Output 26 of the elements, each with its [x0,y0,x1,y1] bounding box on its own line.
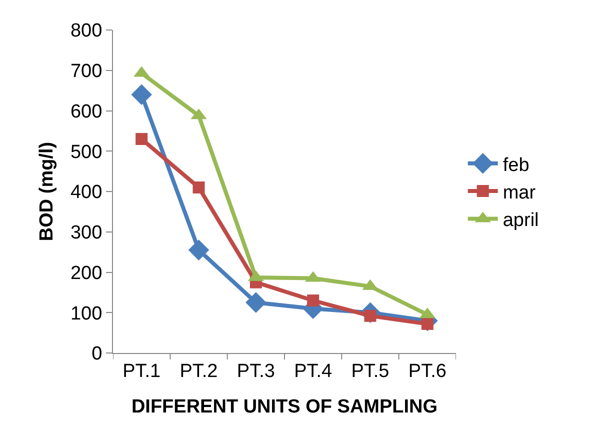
point [246,292,266,313]
y-tick-label: 800 [70,20,102,42]
y-tick-label: 0 [92,344,102,365]
y-tick-label: 700 [70,61,102,82]
x-tick-label: PT.1 [122,360,161,382]
y-tick-label: 300 [70,222,102,244]
y-axis-title: BOD (mg/l) [36,142,58,242]
y-tick-label: 400 [70,182,102,204]
legend-label: feb [502,154,530,176]
legend-label: april [502,210,539,232]
x-tick-label: PT.4 [294,360,333,382]
x-tick-label: PT.6 [408,360,446,382]
point [188,240,210,260]
x-tick-label: PT.5 [351,360,390,382]
point [136,133,148,146]
y-tick-label: 500 [70,142,102,163]
point [131,84,152,105]
y-tick-label: 100 [70,303,102,324]
x-axis-title: DIFFERENT UNITS OF SAMPLING [131,396,438,418]
x-tick-label: PT.2 [180,360,218,382]
y-tick-label: 200 [70,262,102,284]
y-tick-label: 600 [70,101,102,122]
point [307,294,320,307]
x-tick-label: PT.3 [236,360,275,382]
point [192,181,205,194]
legend-label: mar [502,182,536,204]
